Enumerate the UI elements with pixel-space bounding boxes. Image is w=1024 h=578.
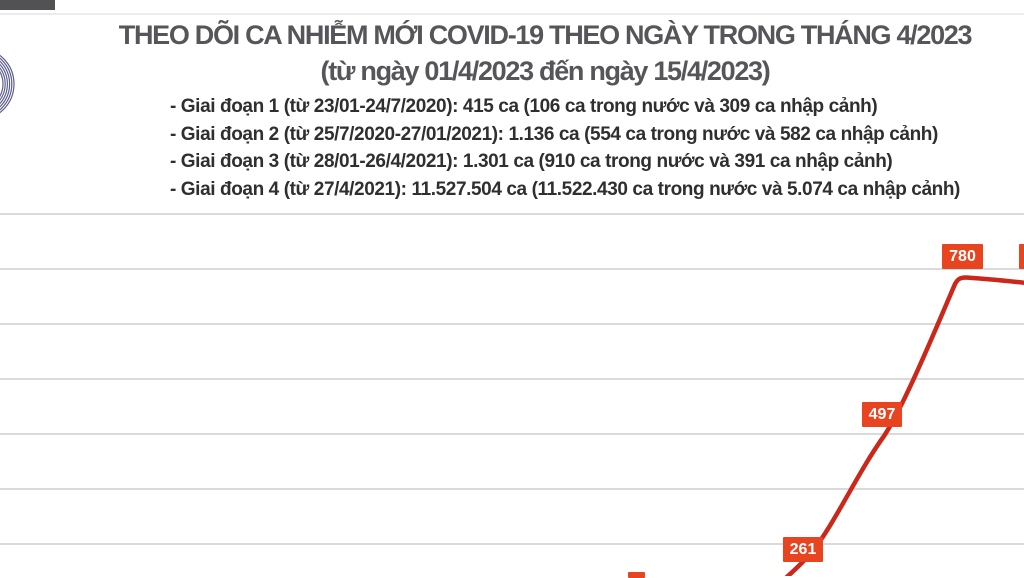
gridline-300 (0, 543, 1024, 545)
page-title: THEO DÕI CA NHIỄM MỚI COVID-19 THEO NGÀY… (118, 20, 973, 50)
gridline-800 (0, 268, 1024, 270)
phase-1-bullet: - Giai đoạn 1 (từ 23/01-24/7/2020): 415 … (170, 96, 878, 117)
phase-2-bullet: - Giai đoạn 2 (từ 25/7/2020-27/01/2021):… (170, 123, 938, 145)
top-divider-line (0, 13, 1024, 15)
phase-4-bullet: - Giai đoạn 4 (từ 27/4/2021): 11.527.504… (170, 178, 960, 200)
data-label-partial-bottom (628, 572, 645, 578)
data-label-780: 780 (942, 244, 983, 269)
gridline-700 (0, 323, 1024, 325)
phase-3-bullet: - Giai đoạn 3 (từ 28/01-26/4/2021): 1.30… (170, 151, 893, 173)
concentric-circles-logo-icon (0, 38, 22, 130)
gridline-500 (0, 433, 1024, 435)
page-subtitle: (từ ngày 01/4/2023 đến ngày 15/4/2023) (320, 56, 771, 86)
window-edge-bar (0, 0, 55, 10)
phase-summary-list: - Giai đoạn 1 (từ 23/01-24/7/2020): 415 … (170, 93, 1024, 203)
gridline-600 (0, 378, 1024, 380)
data-label-partial-right (1019, 244, 1024, 269)
data-label-261: 261 (783, 537, 823, 562)
gridline-400 (0, 488, 1024, 490)
gridline-900 (0, 213, 1024, 215)
data-label-497: 497 (862, 402, 902, 427)
